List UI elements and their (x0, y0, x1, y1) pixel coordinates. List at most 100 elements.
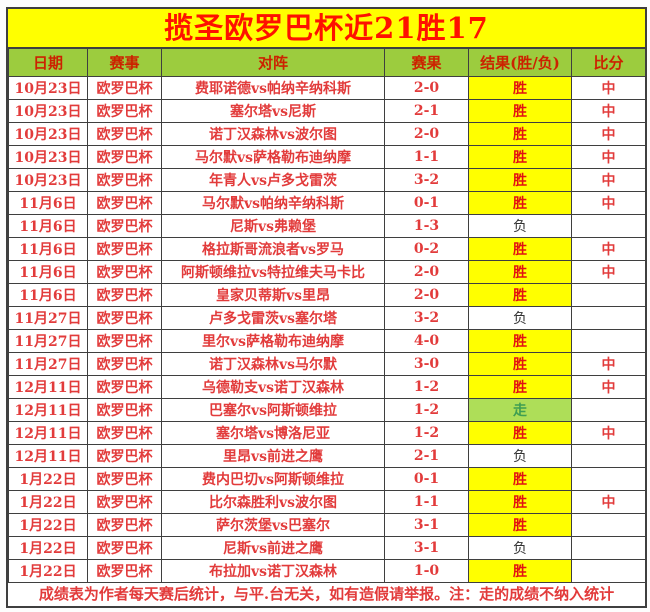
result-row: 11月6日 欧罗巴杯 格拉斯哥流浪者vs罗马 0-2 胜 中 (8, 237, 646, 261)
header-row: 日期 赛事 对阵 赛果 结果(胜/负) 比分 (8, 48, 646, 77)
result-row: 1月22日 欧罗巴杯 布拉加vs诺丁汉森林 1-0 胜 (8, 559, 646, 583)
matchup-cell: 阿斯顿维拉vs特拉维夫马卡比 (161, 260, 385, 284)
matchup-cell: 比尔森胜利vs波尔图 (161, 490, 385, 514)
competition-cell: 欧罗巴杯 (87, 191, 162, 215)
result-row: 12月11日 欧罗巴杯 里昂vs前进之鹰 2-1 负 (8, 444, 646, 468)
result-cell: 胜 (468, 490, 572, 514)
score-cell: 3-1 (384, 513, 469, 537)
match-date-cell: 10月23日 (8, 122, 88, 146)
result-cell: 胜 (468, 260, 572, 284)
handicap-result-cell (571, 559, 646, 583)
matchup-cell: 巴塞尔vs阿斯顿维拉 (161, 398, 385, 422)
handicap-result-cell: 中 (571, 122, 646, 146)
result-cell: 胜 (468, 237, 572, 261)
competition-cell: 欧罗巴杯 (87, 513, 162, 537)
match-date-cell: 12月11日 (8, 421, 88, 445)
matchup-cell: 塞尔塔vs尼斯 (161, 99, 385, 123)
result-row: 11月6日 欧罗巴杯 马尔默vs帕纳辛纳科斯 0-1 胜 中 (8, 191, 646, 215)
score-cell: 3-2 (384, 306, 469, 330)
handicap-result-cell: 中 (571, 375, 646, 399)
matchup-cell: 诺丁汉森林vs波尔图 (161, 122, 385, 146)
match-date-cell: 10月23日 (8, 145, 88, 169)
result-cell: 胜 (468, 283, 572, 307)
competition-cell: 欧罗巴杯 (87, 467, 162, 491)
competition-cell: 欧罗巴杯 (87, 237, 162, 261)
competition-cell: 欧罗巴杯 (87, 398, 162, 422)
matchup-cell: 里尔vs萨格勒布迪纳摩 (161, 329, 385, 353)
result-cell: 胜 (468, 375, 572, 399)
handicap-result-cell (571, 214, 646, 238)
result-cell: 负 (468, 306, 572, 330)
results-tbody: 10月23日 欧罗巴杯 费耶诺德vs帕纳辛纳科斯 2-0 胜 中 10月23日 … (8, 76, 646, 583)
matchup-cell: 里昂vs前进之鹰 (161, 444, 385, 468)
handicap-result-cell: 中 (571, 99, 646, 123)
result-cell: 胜 (468, 145, 572, 169)
competition-cell: 欧罗巴杯 (87, 352, 162, 376)
match-date-cell: 11月27日 (8, 352, 88, 376)
score-cell: 0-1 (384, 191, 469, 215)
col-header-handicap: 比分 (571, 48, 646, 77)
score-cell: 2-0 (384, 260, 469, 284)
handicap-result-cell: 中 (571, 352, 646, 376)
match-date-cell: 1月22日 (8, 559, 88, 583)
competition-cell: 欧罗巴杯 (87, 168, 162, 192)
result-row: 1月22日 欧罗巴杯 比尔森胜利vs波尔图 1-1 胜 中 (8, 490, 646, 514)
match-date-cell: 11月6日 (8, 260, 88, 284)
match-date-cell: 12月11日 (8, 444, 88, 468)
col-header-competition: 赛事 (87, 48, 162, 77)
matchup-cell: 皇家贝蒂斯vs里昂 (161, 283, 385, 307)
score-cell: 1-1 (384, 490, 469, 514)
competition-cell: 欧罗巴杯 (87, 283, 162, 307)
match-date-cell: 11月27日 (8, 329, 88, 353)
handicap-result-cell: 中 (571, 237, 646, 261)
matchup-cell: 马尔默vs萨格勒布迪纳摩 (161, 145, 385, 169)
result-row: 10月23日 欧罗巴杯 诺丁汉森林vs波尔图 2-0 胜 中 (8, 122, 646, 146)
score-cell: 3-0 (384, 352, 469, 376)
result-row: 12月11日 欧罗巴杯 乌德勒支vs诺丁汉森林 1-2 胜 中 (8, 375, 646, 399)
matchup-cell: 布拉加vs诺丁汉森林 (161, 559, 385, 583)
competition-cell: 欧罗巴杯 (87, 145, 162, 169)
score-cell: 2-1 (384, 99, 469, 123)
col-header-score: 赛果 (384, 48, 469, 77)
matchup-cell: 乌德勒支vs诺丁汉森林 (161, 375, 385, 399)
result-cell: 胜 (468, 191, 572, 215)
handicap-result-cell: 中 (571, 191, 646, 215)
handicap-result-cell (571, 467, 646, 491)
result-row: 10月23日 欧罗巴杯 马尔默vs萨格勒布迪纳摩 1-1 胜 中 (8, 145, 646, 169)
result-row: 1月22日 欧罗巴杯 萨尔茨堡vs巴塞尔 3-1 胜 (8, 513, 646, 537)
result-row: 11月6日 欧罗巴杯 皇家贝蒂斯vs里昂 2-0 胜 (8, 283, 646, 307)
competition-cell: 欧罗巴杯 (87, 214, 162, 238)
score-cell: 3-1 (384, 536, 469, 560)
handicap-result-cell (571, 306, 646, 330)
competition-cell: 欧罗巴杯 (87, 329, 162, 353)
handicap-result-cell: 中 (571, 421, 646, 445)
result-cell: 负 (468, 444, 572, 468)
score-cell: 1-3 (384, 214, 469, 238)
card-title: 揽圣欧罗巴杯近21胜17 (8, 9, 645, 48)
matchup-cell: 萨尔茨堡vs巴塞尔 (161, 513, 385, 537)
score-cell: 2-1 (384, 444, 469, 468)
result-row: 1月22日 欧罗巴杯 费内巴切vs阿斯顿维拉 0-1 胜 (8, 467, 646, 491)
result-row: 11月27日 欧罗巴杯 诺丁汉森林vs马尔默 3-0 胜 中 (8, 352, 646, 376)
match-date-cell: 1月22日 (8, 513, 88, 537)
result-row: 11月27日 欧罗巴杯 卢多戈雷茨vs塞尔塔 3-2 负 (8, 306, 646, 330)
score-cell: 1-2 (384, 375, 469, 399)
handicap-result-cell: 中 (571, 145, 646, 169)
competition-cell: 欧罗巴杯 (87, 444, 162, 468)
score-cell: 1-2 (384, 421, 469, 445)
handicap-result-cell (571, 536, 646, 560)
match-date-cell: 1月22日 (8, 536, 88, 560)
result-row: 12月11日 欧罗巴杯 巴塞尔vs阿斯顿维拉 1-2 走 (8, 398, 646, 422)
matchup-cell: 格拉斯哥流浪者vs罗马 (161, 237, 385, 261)
disclaimer-text: 成绩表为作者每天赛后统计，与平.台无关，如有造假请举报。注：走的成绩不纳入统计 (8, 583, 645, 606)
result-row: 12月11日 欧罗巴杯 塞尔塔vs博洛尼亚 1-2 胜 中 (8, 421, 646, 445)
col-header-result: 结果(胜/负) (468, 48, 572, 77)
handicap-result-cell (571, 444, 646, 468)
competition-cell: 欧罗巴杯 (87, 421, 162, 445)
matchup-cell: 年青人vs卢多戈雷茨 (161, 168, 385, 192)
result-cell: 胜 (468, 329, 572, 353)
competition-cell: 欧罗巴杯 (87, 536, 162, 560)
score-cell: 3-2 (384, 168, 469, 192)
matchup-cell: 诺丁汉森林vs马尔默 (161, 352, 385, 376)
